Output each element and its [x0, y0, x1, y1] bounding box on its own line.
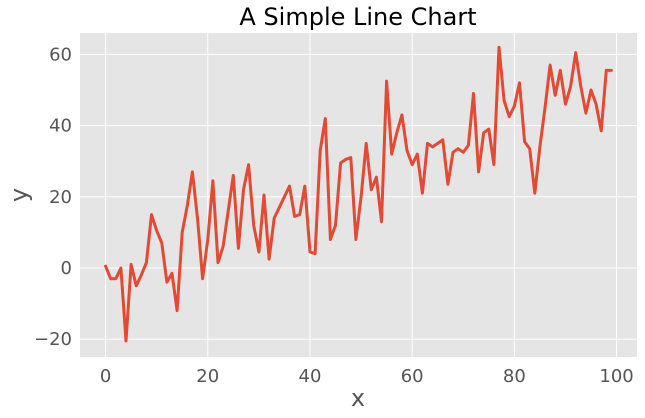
x-tick-label: 40	[299, 366, 322, 387]
x-tick-label: 0	[100, 366, 111, 387]
x-axis-label: x	[351, 384, 365, 412]
y-tick-label: 40	[49, 116, 72, 137]
x-tick-label: 100	[599, 366, 633, 387]
y-tick-label: 60	[49, 44, 72, 65]
x-tick-label: 20	[196, 366, 219, 387]
y-axis-ticks: −20 0 20 40 60	[34, 44, 72, 350]
y-tick-label: 20	[49, 187, 72, 208]
y-tick-label: 0	[61, 258, 72, 279]
plot-background	[80, 33, 637, 357]
data-points	[105, 47, 612, 341]
y-axis-label: y	[5, 188, 33, 202]
y-tick-label: −20	[34, 329, 72, 350]
x-tick-label: 80	[503, 366, 526, 387]
x-axis-ticks: 0 20 40 60 80 100	[100, 366, 634, 387]
series-line-y	[104, 45, 613, 343]
chart-title: A Simple Line Chart	[239, 3, 476, 31]
x-tick-label: 60	[401, 366, 424, 387]
